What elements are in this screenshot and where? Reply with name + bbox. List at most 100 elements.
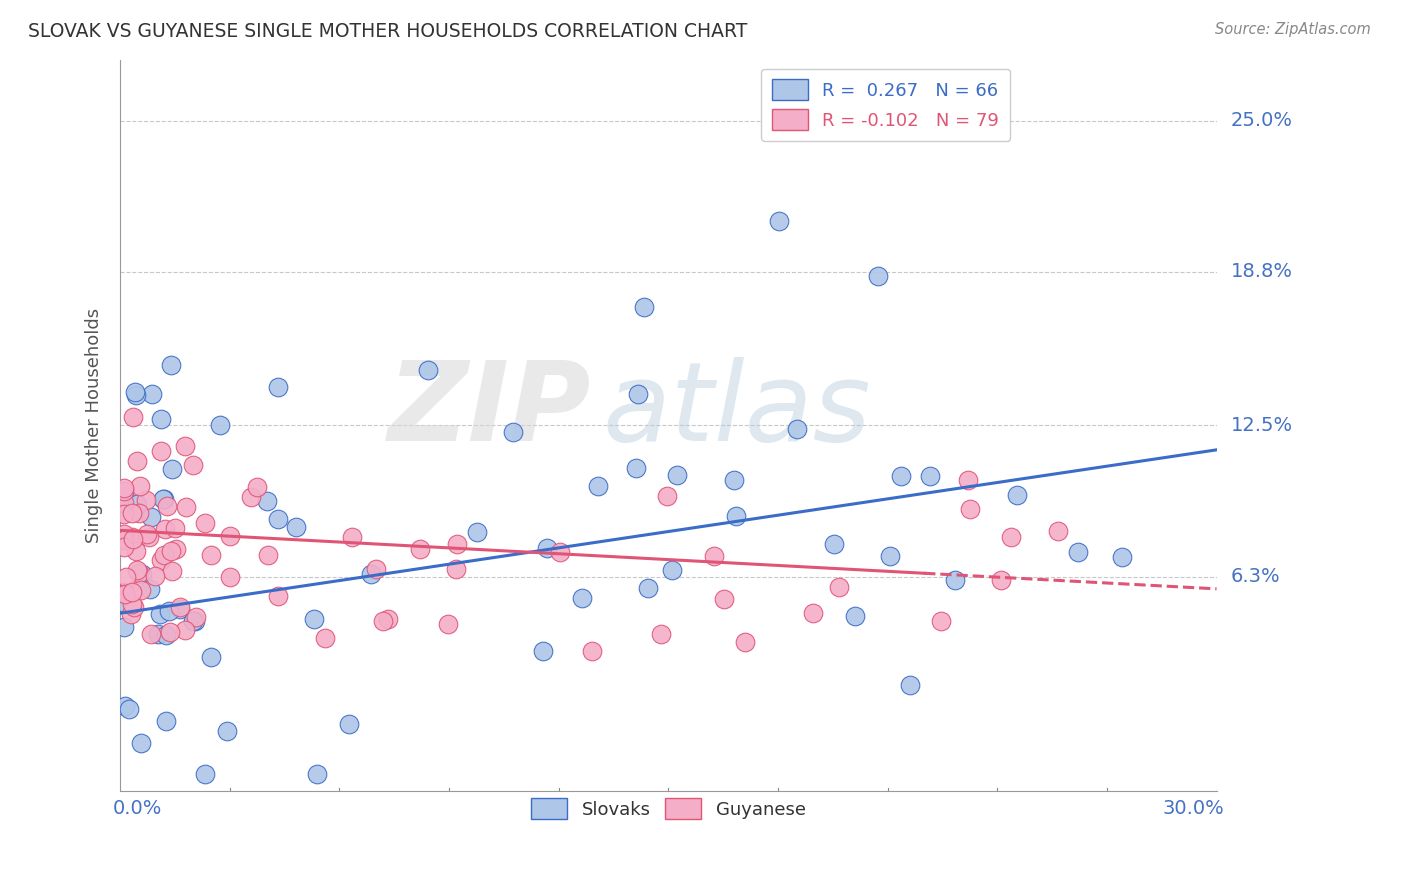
Point	[121, 532, 143, 546]
Point	[160, 564, 183, 578]
Point	[637, 581, 659, 595]
Point	[446, 536, 468, 550]
Point	[124, 544, 146, 558]
Point	[174, 623, 197, 637]
Point	[218, 569, 240, 583]
Point	[416, 363, 439, 377]
Point	[943, 573, 966, 587]
Point	[163, 521, 186, 535]
Point	[115, 570, 138, 584]
Point	[112, 527, 135, 541]
Point	[165, 541, 187, 556]
Point	[150, 411, 173, 425]
Point	[120, 607, 142, 621]
Point	[866, 268, 889, 283]
Point	[112, 489, 135, 503]
Point	[786, 422, 808, 436]
Point	[377, 612, 399, 626]
Point	[586, 479, 609, 493]
Point	[898, 678, 921, 692]
Point	[239, 490, 262, 504]
Point	[122, 599, 145, 614]
Point	[128, 566, 150, 581]
Point	[169, 599, 191, 614]
Text: Source: ZipAtlas.com: Source: ZipAtlas.com	[1215, 22, 1371, 37]
Point	[131, 567, 153, 582]
Text: 6.3%: 6.3%	[1230, 567, 1279, 586]
Point	[181, 615, 204, 629]
Point	[155, 628, 177, 642]
Point	[143, 569, 166, 583]
Point	[219, 529, 242, 543]
Point	[135, 527, 157, 541]
Point	[956, 473, 979, 487]
Point	[364, 562, 387, 576]
Point	[666, 467, 689, 482]
Point	[285, 520, 308, 534]
Point	[112, 507, 135, 521]
Point	[531, 644, 554, 658]
Text: 25.0%: 25.0%	[1230, 112, 1292, 130]
Point	[571, 591, 593, 605]
Text: 18.8%: 18.8%	[1230, 262, 1292, 281]
Point	[879, 549, 901, 563]
Point	[129, 478, 152, 492]
Point	[257, 549, 280, 563]
Point	[650, 627, 672, 641]
Point	[931, 614, 953, 628]
Point	[114, 596, 136, 610]
Point	[1005, 488, 1028, 502]
Point	[121, 585, 143, 599]
Point	[1047, 524, 1070, 538]
Point	[127, 454, 149, 468]
Point	[169, 602, 191, 616]
Text: atlas: atlas	[602, 358, 872, 465]
Point	[156, 500, 179, 514]
Point	[139, 509, 162, 524]
Point	[146, 627, 169, 641]
Point	[112, 585, 135, 599]
Point	[409, 542, 432, 557]
Point	[768, 214, 790, 228]
Point	[437, 616, 460, 631]
Point	[184, 614, 207, 628]
Point	[959, 501, 981, 516]
Point	[360, 567, 382, 582]
Point	[548, 545, 571, 559]
Point	[150, 553, 173, 567]
Legend: Slovaks, Guyanese: Slovaks, Guyanese	[524, 791, 813, 826]
Point	[256, 493, 278, 508]
Point	[536, 541, 558, 555]
Point	[160, 359, 183, 373]
Point	[157, 604, 180, 618]
Point	[183, 458, 205, 473]
Point	[114, 698, 136, 713]
Point	[118, 702, 141, 716]
Point	[267, 589, 290, 603]
Point	[371, 614, 394, 628]
Point	[734, 635, 756, 649]
Point	[141, 627, 163, 641]
Point	[124, 384, 146, 399]
Point	[724, 508, 747, 523]
Point	[208, 418, 231, 433]
Point	[127, 498, 149, 512]
Point	[135, 492, 157, 507]
Text: ZIP: ZIP	[388, 358, 592, 465]
Point	[990, 573, 1012, 587]
Point	[844, 609, 866, 624]
Point	[1000, 531, 1022, 545]
Text: 0.0%: 0.0%	[112, 798, 162, 818]
Point	[713, 592, 735, 607]
Point	[723, 473, 745, 487]
Point	[627, 386, 650, 401]
Y-axis label: Single Mother Households: Single Mother Households	[86, 308, 103, 543]
Point	[661, 563, 683, 577]
Point	[245, 480, 267, 494]
Point	[112, 533, 135, 547]
Point	[159, 624, 181, 639]
Point	[1111, 549, 1133, 564]
Point	[307, 767, 329, 781]
Point	[194, 516, 217, 530]
Point	[121, 506, 143, 520]
